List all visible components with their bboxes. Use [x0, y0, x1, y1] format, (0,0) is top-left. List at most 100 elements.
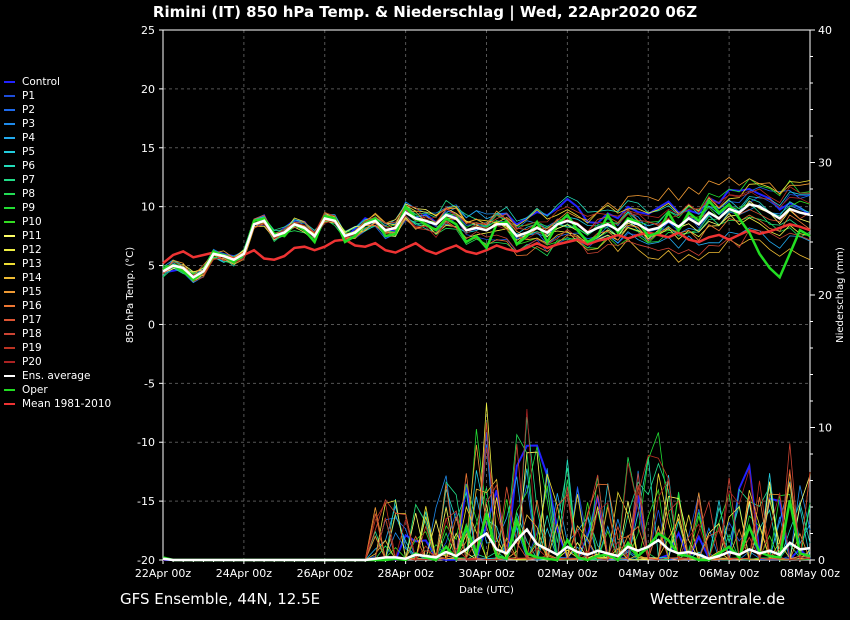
legend-label: Ens. average [22, 370, 91, 382]
mean-1981-2010-line [162, 222, 811, 265]
legend-label: P1 [22, 90, 36, 102]
chart-title: Rimini (IT) 850 hPa Temp. & Niederschlag… [152, 3, 698, 21]
legend-swatch [4, 95, 15, 97]
legend-item: P10 [4, 215, 111, 229]
legend-item: P3 [4, 117, 111, 131]
y-tick-label-right: 30 [818, 157, 832, 170]
legend-item: Control [4, 75, 111, 89]
legend-label: P15 [22, 286, 42, 298]
legend-label: P3 [22, 118, 36, 130]
legend-item: P4 [4, 131, 111, 145]
ens-average-precip-line [162, 527, 811, 562]
legend-swatch [4, 319, 15, 321]
legend-swatch [4, 249, 15, 251]
legend-swatch [4, 123, 15, 125]
oper-temp-line [162, 198, 811, 282]
legend-swatch [4, 193, 15, 195]
legend-label: P19 [22, 342, 42, 354]
y-tick-label-left: -20 [137, 554, 155, 567]
x-tick-label: 02May 00z [537, 567, 597, 580]
legend-item: P15 [4, 285, 111, 299]
x-tick-label: 30Apr 00z [458, 567, 515, 580]
legend-swatch [4, 403, 15, 405]
legend-item: P9 [4, 201, 111, 215]
member-temp-line [162, 213, 811, 277]
site-credit: Wetterzentrale.de [650, 590, 786, 608]
legend: Control P1 P2 P3 P4 P5 P6 P7 P8 P9 P10 P11 P12 P13 P14… [4, 75, 111, 411]
legend-swatch [4, 389, 15, 391]
legend-label: P11 [22, 230, 42, 242]
legend-item: P18 [4, 327, 111, 341]
legend-swatch [4, 375, 15, 377]
member-temp-line [162, 215, 811, 278]
legend-item: P11 [4, 229, 111, 243]
legend-item: P17 [4, 313, 111, 327]
ens-average-temp-line [162, 202, 811, 279]
x-tick-label: 22Apr 00z [135, 567, 192, 580]
legend-label: P9 [22, 202, 36, 214]
x-tick-label: 06May 00z [699, 567, 759, 580]
legend-label: P8 [22, 188, 36, 200]
y-tick-label-right: 40 [818, 24, 832, 37]
legend-swatch [4, 221, 15, 223]
legend-swatch [4, 361, 15, 363]
x-tick-label: 24Apr 00z [216, 567, 273, 580]
legend-item: P5 [4, 145, 111, 159]
legend-label: P6 [22, 160, 36, 172]
legend-label: P18 [22, 328, 42, 340]
model-info: GFS Ensemble, 44N, 12.5E [120, 590, 321, 608]
legend-item: P20 [4, 355, 111, 369]
legend-item: Ens. average [4, 369, 111, 383]
legend-label: P2 [22, 104, 36, 116]
legend-item: Oper [4, 383, 111, 397]
legend-item: P1 [4, 89, 111, 103]
legend-item: P7 [4, 173, 111, 187]
x-tick-label: 28Apr 00z [377, 567, 434, 580]
x-axis-label: Date (UTC) [459, 585, 514, 596]
legend-label: P7 [22, 174, 36, 186]
legend-label: Oper [22, 384, 48, 396]
legend-swatch [4, 291, 15, 293]
legend-label: P16 [22, 300, 42, 312]
legend-label: Control [22, 76, 60, 88]
y-tick-label-left: -10 [137, 436, 155, 449]
legend-label: P12 [22, 244, 42, 256]
legend-label: P4 [22, 132, 36, 144]
legend-item: P6 [4, 159, 111, 173]
legend-item: P2 [4, 103, 111, 117]
legend-swatch [4, 165, 15, 167]
legend-label: P20 [22, 356, 42, 368]
x-tick-label: 26Apr 00z [297, 567, 354, 580]
legend-item: P12 [4, 243, 111, 257]
y-tick-label-left: -15 [137, 495, 155, 508]
legend-swatch [4, 207, 15, 209]
legend-item: P14 [4, 271, 111, 285]
y-tick-label-left: 25 [141, 24, 155, 37]
legend-swatch [4, 277, 15, 279]
legend-swatch [4, 151, 15, 153]
y-axis-label-left: 850 hPa Temp. (°C) [125, 247, 136, 343]
legend-label: P17 [22, 314, 42, 326]
legend-item: P13 [4, 257, 111, 271]
y-tick-label-right: 10 [818, 422, 832, 435]
y-tick-label-left: 20 [141, 83, 155, 96]
y-tick-label-left: 5 [148, 260, 155, 273]
legend-swatch [4, 347, 15, 349]
y-tick-label-right: 0 [818, 554, 825, 567]
x-tick-label: 08May 00z [780, 567, 840, 580]
legend-label: P13 [22, 258, 42, 270]
legend-item: P19 [4, 341, 111, 355]
y-axis-label-right: Niederschlag (mm) [835, 247, 846, 343]
y-tick-label-left: 0 [148, 318, 155, 331]
legend-swatch [4, 109, 15, 111]
x-tick-label: 04May 00z [618, 567, 678, 580]
legend-swatch [4, 333, 15, 335]
legend-item: Mean 1981-2010 [4, 397, 111, 411]
legend-swatch [4, 137, 15, 139]
legend-item: P16 [4, 299, 111, 313]
y-tick-label-right: 20 [818, 289, 832, 302]
legend-swatch [4, 305, 15, 307]
legend-label: P10 [22, 216, 42, 228]
legend-swatch [4, 179, 15, 181]
